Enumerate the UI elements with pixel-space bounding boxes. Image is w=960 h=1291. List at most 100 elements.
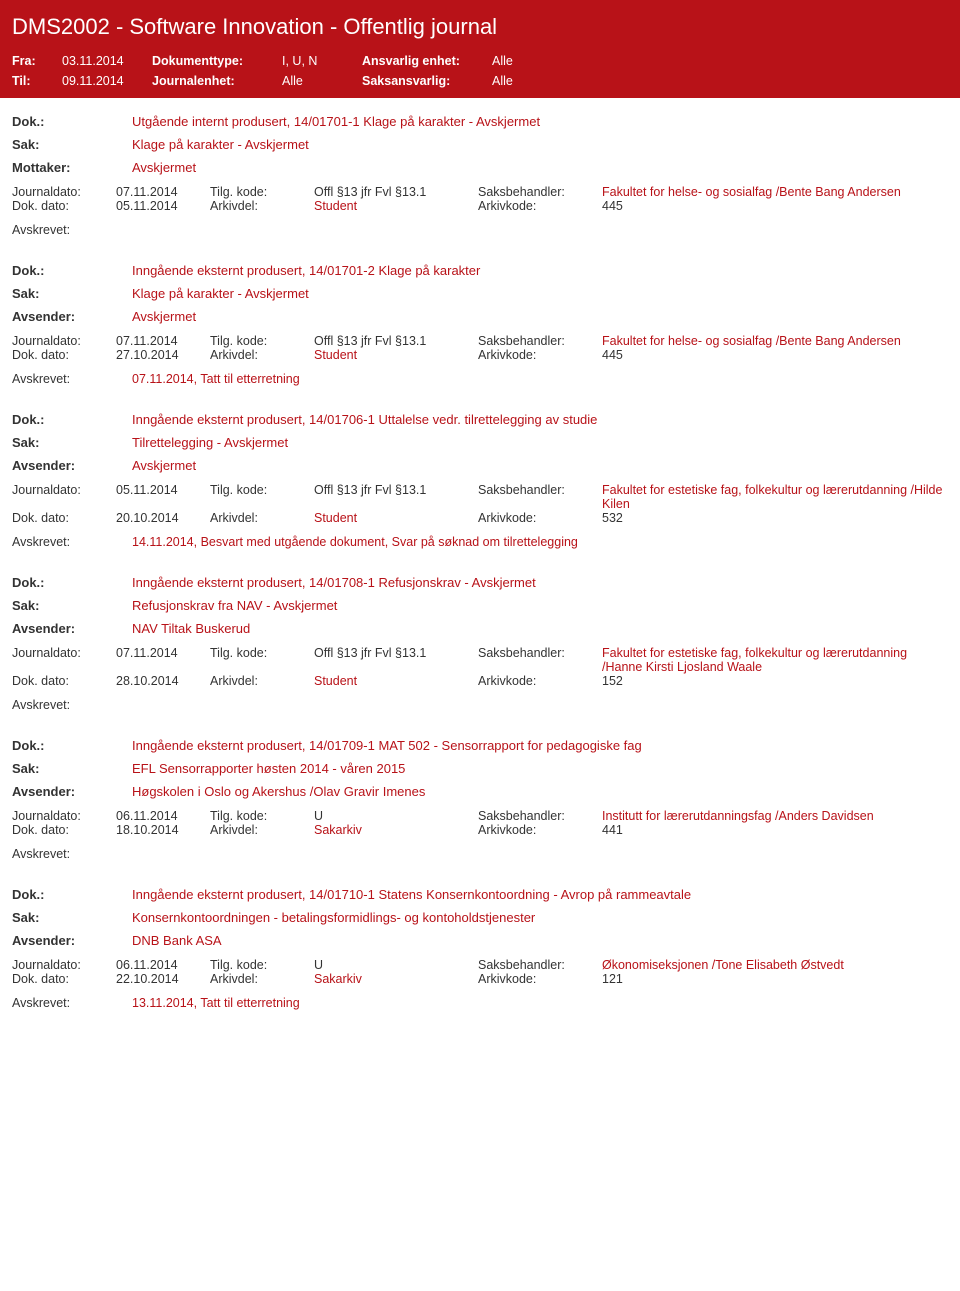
saksbehandler-label: Saksbehandler: — [478, 958, 598, 972]
arkivkode-label: Arkivkode: — [478, 823, 598, 837]
arkivdel-label: Arkivdel: — [210, 972, 310, 986]
journal-entry: Dok.: Inngående eksternt produsert, 14/0… — [0, 396, 960, 559]
arkivkode-label: Arkivkode: — [478, 348, 598, 362]
arkivkode-value: 441 — [602, 823, 948, 837]
tilgkode-value: Offl §13 jfr Fvl §13.1 — [314, 483, 474, 497]
ansvarlig-label: Ansvarlig enhet: — [362, 54, 492, 68]
arkivdel-value: Student — [314, 348, 474, 362]
report-header: DMS2002 - Software Innovation - Offentli… — [0, 0, 960, 98]
dok-label: Dok.: — [12, 738, 132, 753]
journaldato-value: 07.11.2014 — [116, 185, 206, 199]
party-label: Mottaker: — [12, 160, 132, 175]
party-value: NAV Tiltak Buskerud — [132, 621, 948, 636]
tilgkode-value: U — [314, 809, 474, 823]
saksbehandler-value: Fakultet for helse- og sosialfag /Bente … — [602, 334, 948, 348]
dok-value: Utgående internt produsert, 14/01701-1 K… — [132, 114, 948, 129]
party-value: DNB Bank ASA — [132, 933, 948, 948]
arkivdel-value: Student — [314, 511, 474, 525]
avskrevet-value: 13.11.2014, Tatt til etterretning — [132, 996, 948, 1010]
saksansvarlig-label: Saksansvarlig: — [362, 74, 492, 88]
saksbehandler-value: Fakultet for estetiske fag, folkekultur … — [602, 483, 948, 511]
tilgkode-label: Tilg. kode: — [210, 483, 310, 497]
avskrevet-label: Avskrevet: — [12, 535, 132, 549]
dok-value: Inngående eksternt produsert, 14/01709-1… — [132, 738, 948, 753]
tilgkode-value: U — [314, 958, 474, 972]
sak-label: Sak: — [12, 598, 132, 613]
dokdato-value: 20.10.2014 — [116, 511, 206, 525]
arkivdel-value: Student — [314, 674, 474, 688]
dokdato-value: 18.10.2014 — [116, 823, 206, 837]
sak-label: Sak: — [12, 137, 132, 152]
saksbehandler-value: Fakultet for estetiske fag, folkekultur … — [602, 646, 948, 674]
arkivkode-value: 445 — [602, 199, 948, 213]
journaldato-label: Journaldato: — [12, 185, 112, 199]
journaldato-label: Journaldato: — [12, 809, 112, 823]
saksbehandler-label: Saksbehandler: — [478, 646, 598, 660]
journal-entry: Dok.: Utgående internt produsert, 14/017… — [0, 98, 960, 247]
dokdato-label: Dok. dato: — [12, 972, 112, 986]
journal-entry: Dok.: Inngående eksternt produsert, 14/0… — [0, 871, 960, 1020]
journaldato-label: Journaldato: — [12, 483, 112, 497]
saksbehandler-value: Institutt for lærerutdanningsfag /Anders… — [602, 809, 948, 823]
saksansvarlig-value: Alle — [492, 74, 582, 88]
til-value: 09.11.2014 — [62, 74, 152, 88]
arkivkode-value: 445 — [602, 348, 948, 362]
dokdato-label: Dok. dato: — [12, 674, 112, 688]
party-value: Avskjermet — [132, 458, 948, 473]
dokdato-label: Dok. dato: — [12, 348, 112, 362]
avskrevet-label: Avskrevet: — [12, 223, 132, 237]
saksbehandler-label: Saksbehandler: — [478, 185, 598, 199]
party-value: Avskjermet — [132, 309, 948, 324]
journaldato-value: 07.11.2014 — [116, 646, 206, 660]
saksbehandler-label: Saksbehandler: — [478, 483, 598, 497]
arkivdel-label: Arkivdel: — [210, 823, 310, 837]
arkivkode-label: Arkivkode: — [478, 511, 598, 525]
journalenhet-label: Journalenhet: — [152, 74, 282, 88]
sak-label: Sak: — [12, 435, 132, 450]
arkivdel-label: Arkivdel: — [210, 199, 310, 213]
arkivdel-label: Arkivdel: — [210, 348, 310, 362]
sak-label: Sak: — [12, 910, 132, 925]
entries-list: Dok.: Utgående internt produsert, 14/017… — [0, 98, 960, 1020]
arkivkode-value: 121 — [602, 972, 948, 986]
fra-label: Fra: — [12, 54, 62, 68]
doktype-label: Dokumenttype: — [152, 54, 282, 68]
dok-label: Dok.: — [12, 114, 132, 129]
doktype-value: I, U, N — [282, 54, 362, 68]
tilgkode-label: Tilg. kode: — [210, 646, 310, 660]
sak-value: Klage på karakter - Avskjermet — [132, 286, 948, 301]
dokdato-value: 22.10.2014 — [116, 972, 206, 986]
avskrevet-value — [132, 698, 948, 712]
sak-value: Konsernkontoordningen - betalingsformidl… — [132, 910, 948, 925]
dokdato-value: 28.10.2014 — [116, 674, 206, 688]
arkivkode-label: Arkivkode: — [478, 199, 598, 213]
party-label: Avsender: — [12, 933, 132, 948]
saksbehandler-label: Saksbehandler: — [478, 809, 598, 823]
tilgkode-label: Tilg. kode: — [210, 334, 310, 348]
party-value: Avskjermet — [132, 160, 948, 175]
dok-label: Dok.: — [12, 263, 132, 278]
journaldato-value: 06.11.2014 — [116, 958, 206, 972]
avskrevet-value — [132, 847, 948, 861]
sak-value: Klage på karakter - Avskjermet — [132, 137, 948, 152]
arkivdel-value: Sakarkiv — [314, 823, 474, 837]
avskrevet-value: 07.11.2014, Tatt til etterretning — [132, 372, 948, 386]
dokdato-value: 27.10.2014 — [116, 348, 206, 362]
sak-value: Refusjonskrav fra NAV - Avskjermet — [132, 598, 948, 613]
sak-label: Sak: — [12, 286, 132, 301]
dokdato-label: Dok. dato: — [12, 823, 112, 837]
avskrevet-label: Avskrevet: — [12, 698, 132, 712]
arkivkode-label: Arkivkode: — [478, 674, 598, 688]
dokdato-value: 05.11.2014 — [116, 199, 206, 213]
party-value: Høgskolen i Oslo og Akershus /Olav Gravi… — [132, 784, 948, 799]
avskrevet-value — [132, 223, 948, 237]
dok-label: Dok.: — [12, 575, 132, 590]
dok-value: Inngående eksternt produsert, 14/01706-1… — [132, 412, 948, 427]
journal-entry: Dok.: Inngående eksternt produsert, 14/0… — [0, 247, 960, 396]
sak-value: EFL Sensorrapporter høsten 2014 - våren … — [132, 761, 948, 776]
dokdato-label: Dok. dato: — [12, 511, 112, 525]
tilgkode-label: Tilg. kode: — [210, 958, 310, 972]
dokdato-label: Dok. dato: — [12, 199, 112, 213]
party-label: Avsender: — [12, 309, 132, 324]
journalenhet-value: Alle — [282, 74, 362, 88]
